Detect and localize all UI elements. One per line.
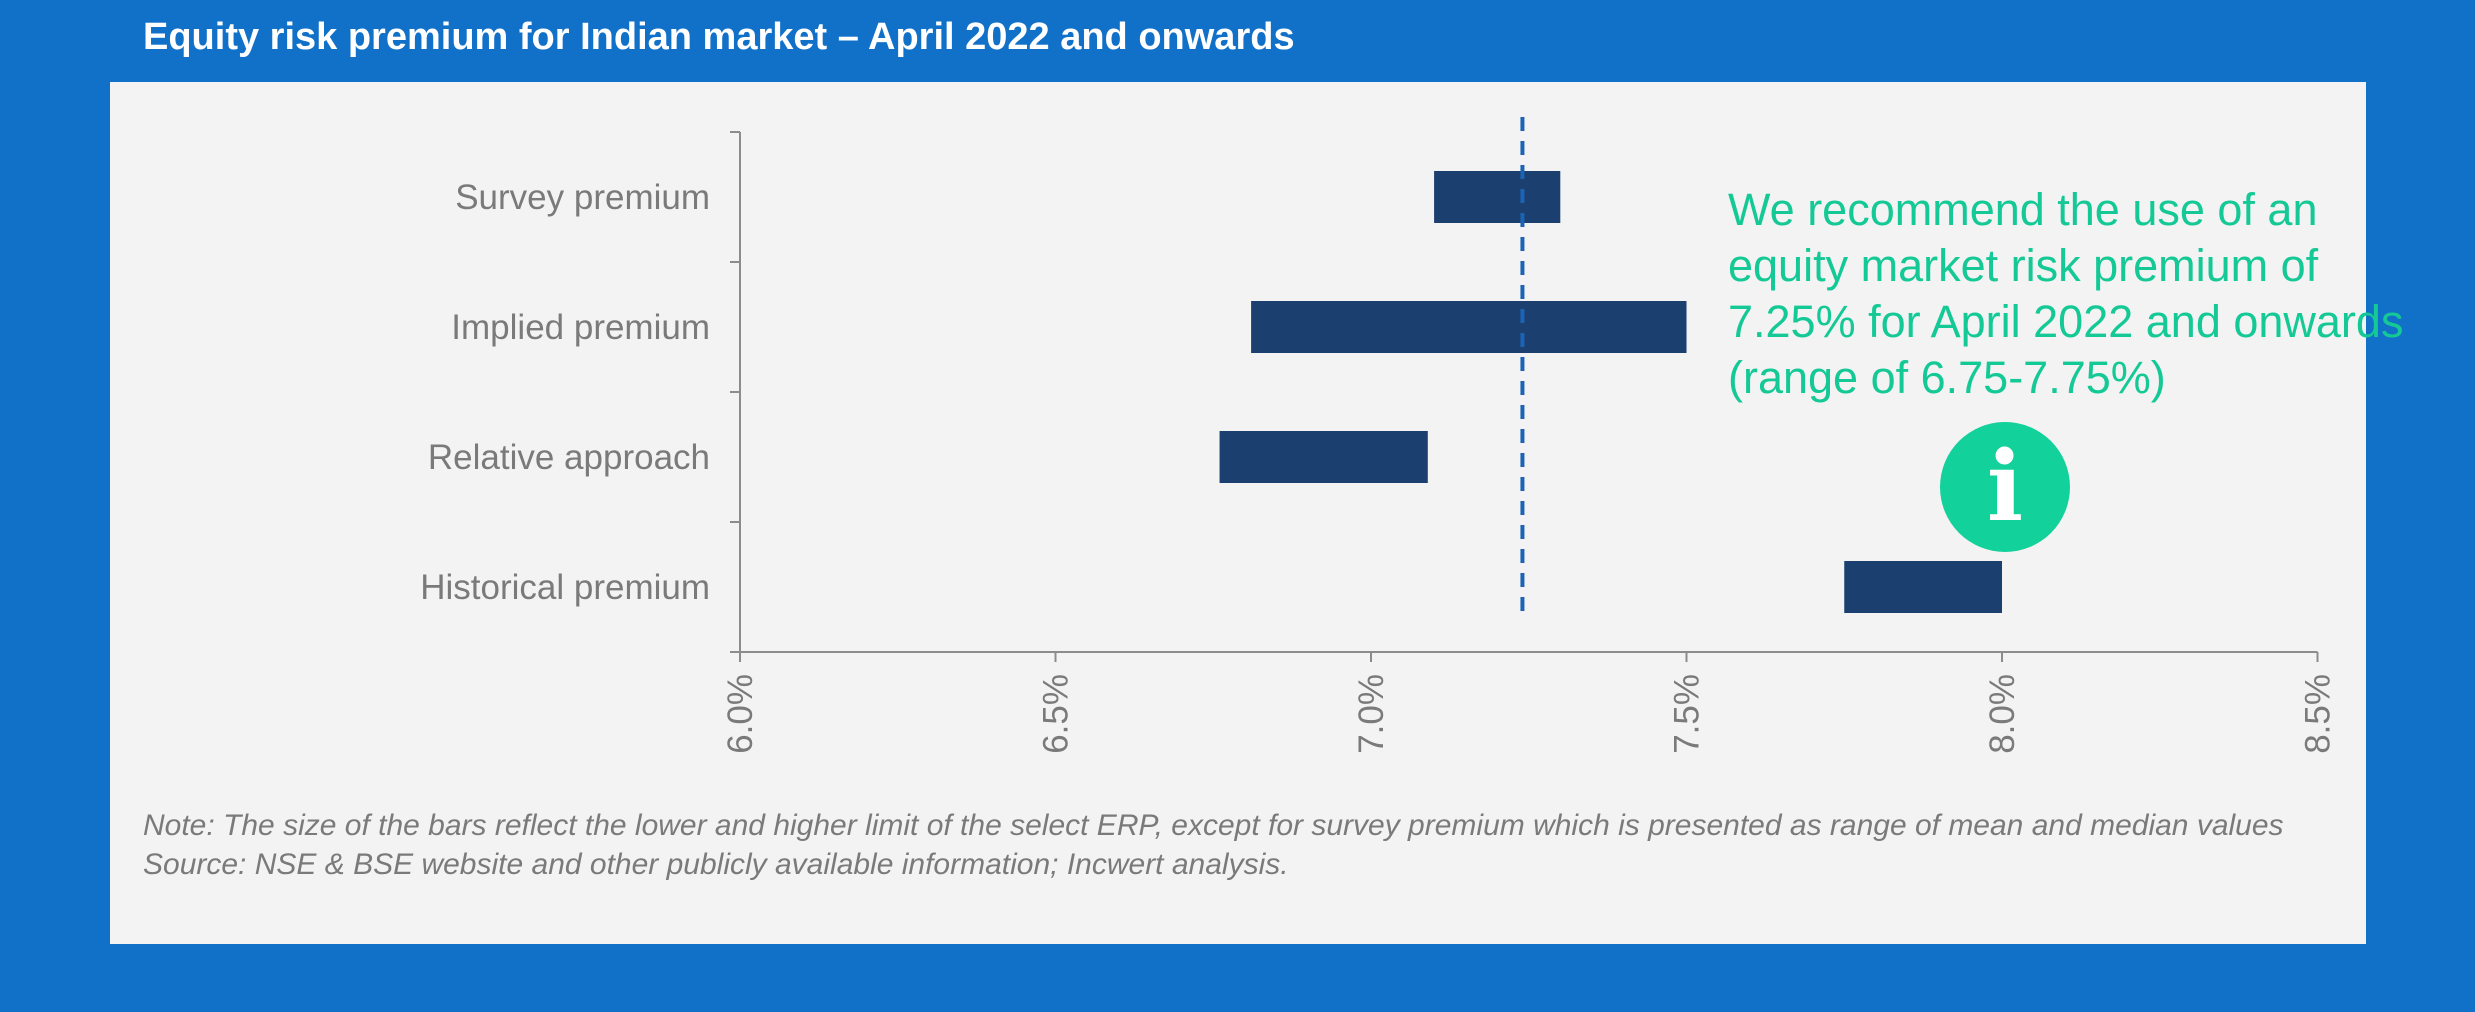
range-bar — [1844, 561, 2002, 613]
category-label: Survey premium — [455, 178, 710, 217]
category-label: Relative approach — [428, 438, 710, 477]
note-text: Note: The size of the bars reflect the l… — [143, 809, 2284, 842]
range-bar-chart: Survey premium Implied premium Relative ap… — [420, 117, 2338, 754]
chart-title: Equity risk premium for Indian market – … — [143, 16, 1295, 58]
x-tick-label: 8.0% — [1983, 674, 2022, 754]
info-icon: i — [1940, 422, 2070, 552]
recommendation-callout: We recommend the use of an equity market… — [1728, 184, 2404, 403]
x-tick-label: 7.5% — [1668, 674, 1707, 754]
notes: Note: The size of the bars reflect the l… — [143, 806, 2303, 884]
x-tick-label: 6.5% — [1037, 674, 1076, 754]
source-text: Source: NSE & BSE website and other publ… — [143, 848, 1289, 881]
x-tick-label: 7.0% — [1352, 674, 1391, 754]
range-bar — [1434, 171, 1561, 223]
range-bar — [1219, 431, 1428, 483]
category-label: Implied premium — [451, 308, 710, 347]
chart-panel: Survey premium Implied premium Relative ap… — [110, 82, 2403, 944]
x-tick-label: 8.5% — [2299, 674, 2338, 754]
category-label: Historical premium — [420, 568, 710, 607]
range-bar — [1251, 301, 1687, 353]
x-tick-label: 6.0% — [721, 674, 760, 754]
